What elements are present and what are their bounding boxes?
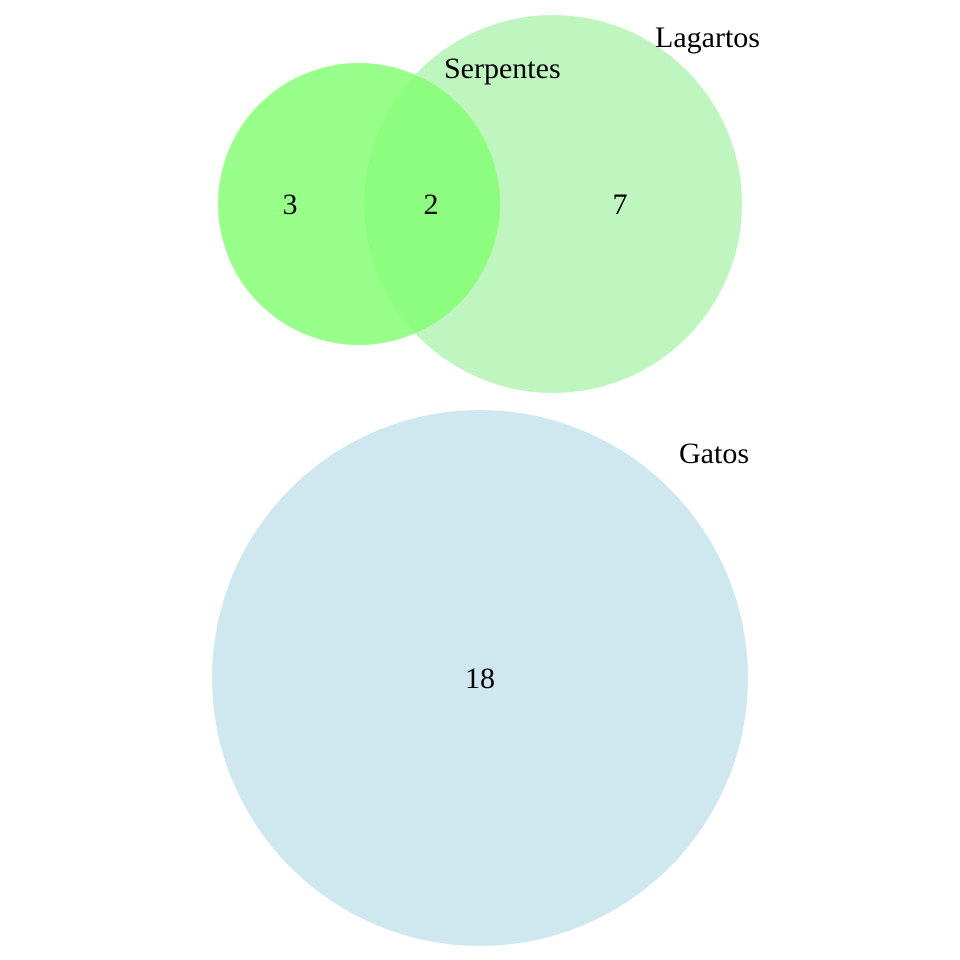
set-circle-gatos	[212, 410, 748, 946]
region-count-serpentes-only: 3	[283, 188, 298, 221]
region-count-lagartos-only: 7	[613, 188, 628, 221]
region-count-gatos-only: 18	[465, 662, 495, 695]
set-label-gatos: Gatos	[679, 437, 749, 470]
region-count-serpentes-lagartos: 2	[424, 188, 439, 221]
set-label-lagartos: Lagartos	[655, 21, 760, 54]
set-label-serpentes: Serpentes	[444, 52, 561, 85]
set-circle-serpentes	[218, 63, 500, 345]
